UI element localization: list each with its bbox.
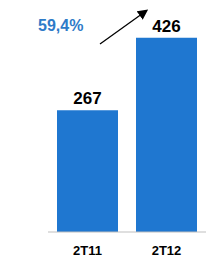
svg-text:2T12: 2T12 bbox=[152, 243, 182, 258]
svg-text:267: 267 bbox=[73, 89, 101, 108]
svg-text:426: 426 bbox=[152, 17, 180, 36]
svg-text:2T11: 2T11 bbox=[73, 243, 102, 258]
svg-text:59,4%: 59,4% bbox=[38, 17, 83, 34]
